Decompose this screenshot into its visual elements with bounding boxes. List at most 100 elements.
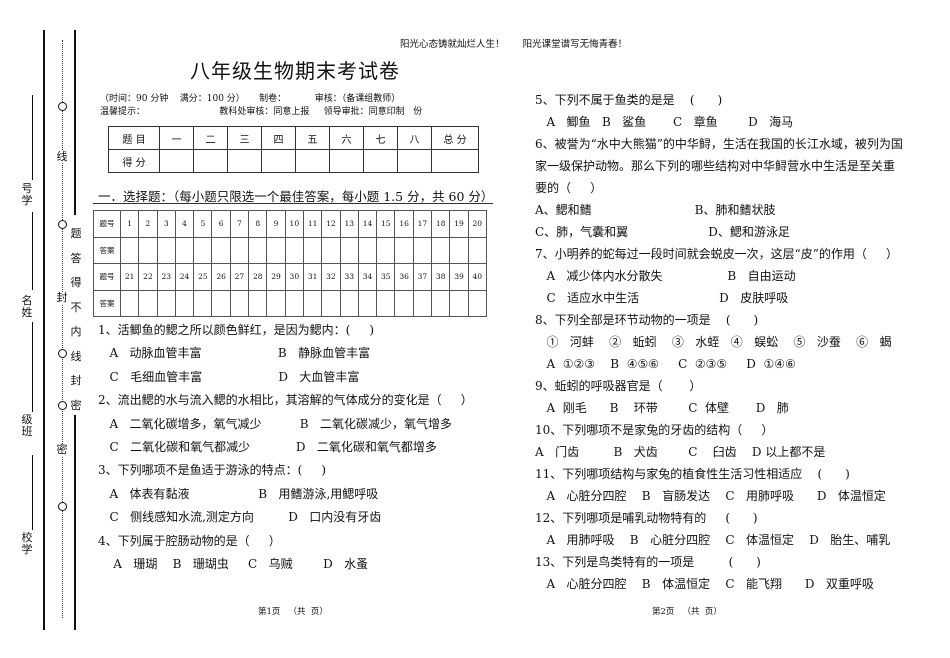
answer-cell[interactable] (248, 289, 268, 317)
question-number: 34 (357, 263, 378, 291)
answer-cell[interactable] (193, 289, 213, 317)
binding-hole (58, 349, 67, 358)
answer-cell[interactable] (431, 289, 451, 317)
score-total-cell[interactable] (431, 149, 479, 173)
answer-cell[interactable] (174, 236, 195, 264)
answer-cell[interactable] (156, 289, 176, 317)
question-number: 14 (357, 210, 378, 238)
score-header: 一 (159, 126, 194, 150)
question-line: 7、小明养的蛇每过一段时间就会蜕皮一次，这层“皮”的作用（ ） (535, 247, 898, 261)
question-line: C 侧线感知水流,测定方向 D 口内没有牙齿 (98, 510, 382, 525)
answer-cell[interactable] (376, 236, 396, 264)
question-line: 10、下列哪项不是家兔的牙齿的结构（ ） (535, 423, 774, 437)
question-line: A 心脏分四腔 B 体温恒定 C 能飞翔 D 双重呼吸 (535, 577, 874, 591)
warning-char: 题 (70, 227, 82, 240)
question-line: A 二氧化碳增多，氧气减少 B 二氧化碳减少，氧气增多 (98, 416, 452, 431)
score-row: 得 分 (108, 149, 479, 173)
question-line: A 门齿 B 犬齿 C 臼齿 D 以上都不是 (535, 445, 826, 459)
question-line: 1、活鲫鱼的鳃之所以颜色鲜红，是因为鳃内：( ) (98, 323, 375, 337)
answer-cell[interactable] (412, 289, 433, 317)
score-header: 五 (295, 126, 330, 150)
score-header: 二 (193, 126, 228, 150)
answer-cell[interactable] (248, 236, 268, 264)
answer-cell[interactable] (229, 289, 250, 317)
answer-cell[interactable] (449, 289, 469, 317)
question-number: 24 (174, 263, 195, 291)
answer-cell[interactable] (412, 236, 433, 264)
answer-cell[interactable] (284, 236, 304, 264)
answer-cell[interactable] (229, 236, 250, 264)
question-line: A 减少体内水分散失 B 自由运动 (535, 269, 796, 283)
question-number: 3 (156, 210, 176, 238)
score-cell[interactable] (193, 149, 228, 173)
question-line: A 珊瑚 B 珊瑚虫 C 乌贼 D 水蚤 (98, 557, 369, 572)
question-number: 35 (376, 263, 396, 291)
question-number: 5 (193, 210, 213, 238)
question-number: 13 (339, 210, 359, 238)
page-number-right: 第2页 （共 页） (652, 607, 722, 617)
answer-cell[interactable] (394, 236, 414, 264)
answer-grid: 题号 1 2 3 4 5 6 7 8 9 10 11 12 13 14 15 16 17 18 19 20 答案 题号 21 2… (93, 210, 487, 317)
answer-cell[interactable] (138, 236, 158, 264)
question-line: A 体表有黏液 B 用鳍游泳,用鳃呼吸 (98, 486, 379, 501)
score-cell[interactable] (159, 149, 194, 173)
answer-cell[interactable] (174, 289, 195, 317)
score-cell[interactable] (397, 149, 432, 173)
question-number-row: 题号 1 2 3 4 5 6 7 8 9 10 11 12 13 14 15 16 17 18 19 20 (93, 210, 487, 238)
answer-cell[interactable] (394, 289, 414, 317)
score-cell[interactable] (329, 149, 364, 173)
binding-inner-line-top (74, 30, 76, 215)
no-answer-warning: 题答得不内线封密 (70, 222, 82, 418)
answer-cell[interactable] (119, 289, 140, 317)
section-title: 一．选择题：（每小题只限选一个最佳答案，每小题 1.5 分，共 60 分） (98, 189, 494, 204)
answer-cell[interactable] (357, 236, 378, 264)
answer-cell[interactable] (357, 289, 378, 317)
answer-row: 答案 (93, 236, 487, 264)
seal-mark: 线 (56, 150, 68, 163)
question-line: 5、下列不属于鱼类的是是 ( ) (535, 93, 723, 107)
answer-cell[interactable] (302, 236, 323, 264)
answer-cell[interactable] (449, 236, 469, 264)
score-cell[interactable] (363, 149, 398, 173)
score-row-label: 得 分 (108, 149, 160, 173)
answer-cell[interactable] (119, 236, 140, 264)
question-number: 21 (119, 263, 140, 291)
answer-cell[interactable] (211, 236, 231, 264)
answer-cell[interactable] (467, 289, 487, 317)
right-questions: 5、下列不属于鱼类的是是 ( ) A 鲫鱼 B 鲨鱼 C 章鱼 D 海马 6、被誉… (535, 89, 903, 595)
question-number: 30 (284, 263, 304, 291)
answer-cell[interactable] (266, 289, 286, 317)
answer-cell[interactable] (467, 236, 487, 264)
answer-cell[interactable] (211, 289, 231, 317)
field-line (32, 455, 33, 530)
question-number: 18 (431, 210, 451, 238)
answer-cell[interactable] (376, 289, 396, 317)
answer-cell[interactable] (321, 236, 341, 264)
warning-char: 得 (70, 276, 82, 289)
question-line: 8、下列全部是环节动物的一项是 ( ) (535, 313, 759, 327)
grid-row-label: 答案 (93, 236, 121, 264)
question-line: A ①②③ B ④⑤⑥ C ②③⑤ D ①④⑥ (535, 357, 796, 371)
question-number: 17 (412, 210, 433, 238)
score-cell[interactable] (227, 149, 262, 173)
answer-cell[interactable] (156, 236, 176, 264)
answer-cell[interactable] (302, 289, 323, 317)
answer-cell[interactable] (284, 289, 304, 317)
answer-cell[interactable] (138, 289, 158, 317)
answer-cell[interactable] (193, 236, 213, 264)
question-number: 27 (229, 263, 250, 291)
score-cell[interactable] (261, 149, 296, 173)
score-header: 四 (261, 126, 296, 150)
school-label: 校学 (21, 531, 33, 556)
answer-cell[interactable] (339, 236, 359, 264)
answer-cell[interactable] (431, 236, 451, 264)
question-number: 33 (339, 263, 359, 291)
question-line: 家一级保护动物。那么下列的哪些结构对中华鲟营水中生活是至关重 (535, 159, 896, 173)
question-number: 7 (229, 210, 250, 238)
answer-cell[interactable] (339, 289, 359, 317)
answer-cell[interactable] (266, 236, 286, 264)
question-line: C 毛细血管丰富 D 大血管丰富 (98, 369, 360, 384)
answer-cell[interactable] (321, 289, 341, 317)
score-cell[interactable] (295, 149, 330, 173)
question-number: 29 (266, 263, 286, 291)
